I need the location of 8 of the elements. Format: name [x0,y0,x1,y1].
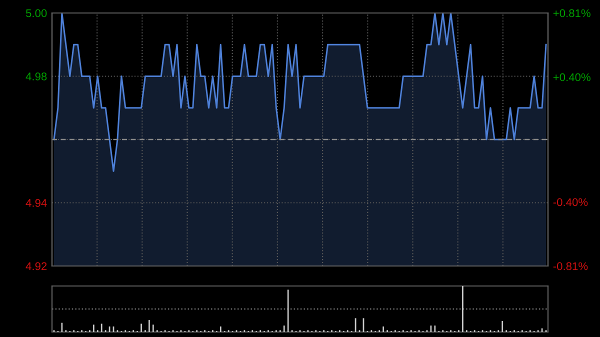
y-tick-label: 4.94 [26,199,47,207]
y2-tick-label: -0.40% [553,198,588,206]
y2-tick-label: +0.81% [553,9,590,18]
y-tick-label: 4.98 [26,72,47,80]
y2-tick-label: -0.81% [553,262,588,270]
y-tick-label: 4.92 [26,262,47,270]
y-tick-label: 5.00 [26,9,47,18]
y2-tick-label: +0.40% [553,73,590,82]
